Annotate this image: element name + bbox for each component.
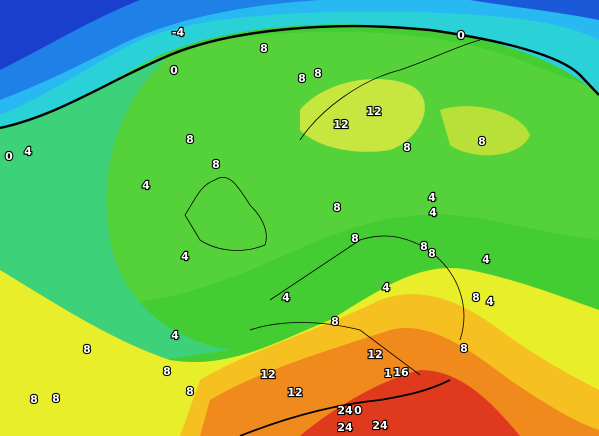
contour-label: 12 <box>260 368 275 381</box>
contour-label: 8 <box>403 141 411 154</box>
contour-label: 4 <box>171 329 179 342</box>
contour-label: 12 <box>367 348 382 361</box>
contour-label: 4 <box>428 191 436 204</box>
contour-label: 12 <box>287 386 302 399</box>
yellow-green-field <box>300 79 425 152</box>
contour-label: 8 <box>52 392 60 405</box>
contour-label: 8 <box>186 385 194 398</box>
deep-blue-field-east <box>470 0 599 20</box>
contour-label: 0 <box>5 150 13 163</box>
contour-label: 4 <box>382 281 390 294</box>
contour-label: 0 <box>354 404 362 417</box>
contour-label: 8 <box>478 135 486 148</box>
contour-label: 8 <box>260 42 268 55</box>
contour-label: 8 <box>212 158 220 171</box>
coastline <box>184 177 267 251</box>
red-field <box>300 370 520 436</box>
contour-label: 8 <box>331 315 339 328</box>
coastline <box>249 322 421 376</box>
contour-label: 8 <box>30 393 38 406</box>
isotherm <box>239 379 451 436</box>
contour-label: 4 <box>482 253 490 266</box>
contour-label: 24 <box>337 421 353 434</box>
contour-label: 8 <box>351 232 359 245</box>
coastlines <box>184 39 481 376</box>
coastline <box>299 39 481 141</box>
contour-label: 4 <box>429 206 437 219</box>
contour-label: 4 <box>142 179 150 192</box>
contour-label: 4 <box>181 250 189 263</box>
contour-label: 0 <box>457 29 465 42</box>
contour-label: 8 <box>163 365 171 378</box>
contour-label: 16 <box>393 366 409 379</box>
contour-label: 8 <box>83 343 91 356</box>
deep-blue-field <box>0 0 140 70</box>
contour-label: 8 <box>333 201 341 214</box>
contour-label: 4 <box>486 295 494 308</box>
contour-label: 8 <box>298 72 306 85</box>
contour-label: 24 <box>372 419 388 432</box>
contour-label: 24 <box>337 404 353 417</box>
contour-label: 1 <box>384 367 392 380</box>
contour-label: 4 <box>282 291 290 304</box>
teal-field <box>0 55 230 360</box>
contour-label: 4 <box>24 145 32 158</box>
contour-label: 8 <box>314 67 322 80</box>
contour-label: 8 <box>472 291 480 304</box>
contour-label: -4 <box>172 26 185 39</box>
contour-label: 8 <box>460 342 468 355</box>
contour-label: 12 <box>333 118 348 131</box>
contour-label: 8 <box>428 247 436 260</box>
yellow-green-field-east <box>440 106 530 156</box>
contour-label: 0 <box>170 64 178 77</box>
coastline <box>269 235 465 341</box>
green-field <box>0 31 599 303</box>
contour-label: 8 <box>420 240 428 253</box>
zero-isotherm <box>0 24 599 130</box>
contour-label: 8 <box>186 133 194 146</box>
contour-label: 12 <box>366 105 381 118</box>
